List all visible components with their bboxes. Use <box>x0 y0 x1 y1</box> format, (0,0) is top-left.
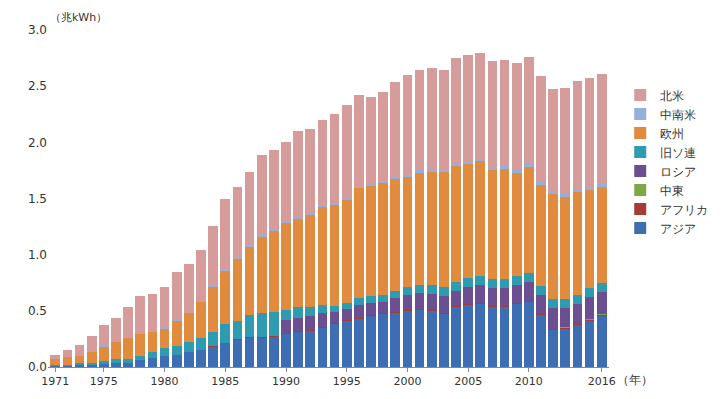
svg-text:0.5: 0.5 <box>28 304 47 318</box>
svg-text:2.5: 2.5 <box>28 79 47 93</box>
svg-text:ロシア: ロシア <box>660 165 696 179</box>
svg-text:欧州: 欧州 <box>660 127 684 141</box>
svg-text:1980: 1980 <box>151 375 179 388</box>
svg-text:1975: 1975 <box>90 375 118 388</box>
svg-text:2.0: 2.0 <box>28 136 47 150</box>
svg-text:2010: 2010 <box>515 375 543 388</box>
svg-text:1990: 1990 <box>272 375 300 388</box>
svg-text:中東: 中東 <box>660 184 684 198</box>
svg-text:旧ソ連: 旧ソ連 <box>660 146 696 160</box>
svg-text:2000: 2000 <box>393 375 421 388</box>
svg-text:1971: 1971 <box>41 375 69 388</box>
svg-text:1.5: 1.5 <box>28 192 47 206</box>
svg-text:3.0: 3.0 <box>28 23 47 37</box>
svg-text:0.0: 0.0 <box>28 360 47 374</box>
svg-text:中南米: 中南米 <box>660 108 696 122</box>
svg-text:2016: 2016 <box>588 375 616 388</box>
svg-text:2005: 2005 <box>454 375 482 388</box>
svg-text:アフリカ: アフリカ <box>660 203 708 217</box>
svg-text:（兆kWh）: （兆kWh） <box>50 11 107 24</box>
svg-text:1985: 1985 <box>211 375 239 388</box>
svg-text:1.0: 1.0 <box>28 248 47 262</box>
svg-text:1995: 1995 <box>333 375 361 388</box>
svg-text:北米: 北米 <box>660 89 684 103</box>
svg-text:（年）: （年） <box>617 373 653 387</box>
svg-text:アジア: アジア <box>660 222 696 236</box>
